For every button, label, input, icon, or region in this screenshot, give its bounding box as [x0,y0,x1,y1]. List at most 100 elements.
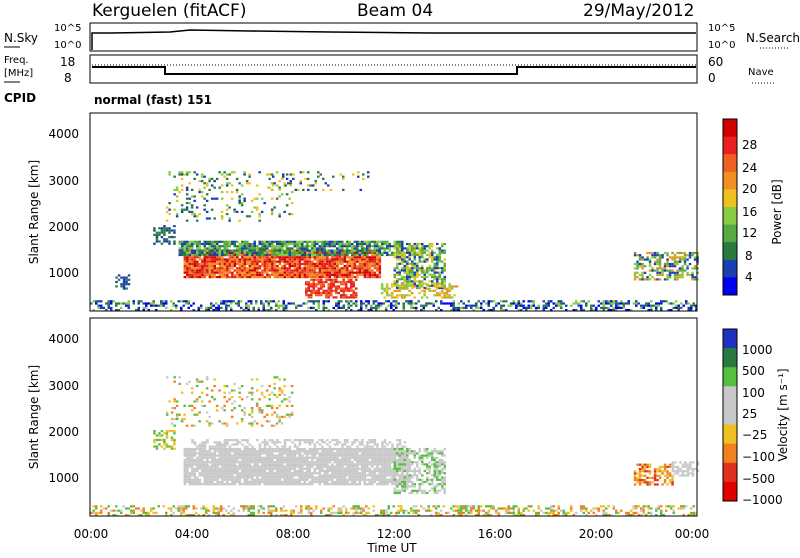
power-cell [335,279,338,281]
power-cell [176,213,179,215]
power-cell [251,265,254,267]
power-cell [399,254,402,256]
velocity-cell [381,457,384,459]
power-cell [186,269,189,271]
power-cell [184,241,187,243]
velocity-cell [249,481,252,483]
power-cell [314,265,317,267]
power-cell [206,261,209,263]
power-cell [226,247,229,249]
velocity-cell [256,483,259,485]
velocity-cell [600,505,603,507]
power-cell [221,241,224,243]
power-cell [219,276,222,278]
power-cell [468,305,471,307]
velocity-cell [211,481,214,483]
power-cell [233,209,236,211]
velocity-cell [344,455,347,457]
power-cell [366,274,369,276]
power-cell [356,269,359,271]
power-cell [439,278,442,280]
power-cell [318,288,321,290]
power-cell [314,241,317,243]
power-cell [291,269,294,271]
power-cell [343,279,346,281]
power-cell [249,263,252,265]
velocity-cell [344,483,347,485]
velocity-cell [289,468,292,470]
power-cell [421,269,424,271]
power-cell [224,250,227,252]
power-cell [523,307,526,309]
velocity-cell [289,459,292,461]
power-cell [441,278,444,280]
power-cell [266,269,269,271]
velocity-cell [300,507,303,509]
power-cell [341,252,344,254]
power-cell [184,263,187,265]
velocity-cell [379,481,382,483]
power-cell [693,302,696,304]
power-cell [446,290,449,292]
power-cell [189,250,192,252]
velocity-cell [344,448,347,450]
power-cell [209,265,212,267]
power-cell [438,307,441,309]
power-cell [261,274,264,276]
velocity-cell [321,479,324,481]
velocity-cell [180,512,183,514]
power-cell [166,227,169,229]
velocity-cell [170,507,173,509]
velocity-cell [423,507,426,509]
power-cell [236,191,239,193]
power-cell [389,254,392,256]
velocity-cell [381,477,384,479]
power-cell [431,254,434,256]
power-cell [156,232,159,234]
velocity-cell [218,512,221,514]
power-cell [196,220,199,222]
power-cell [409,252,412,254]
power-cell [659,265,662,267]
velocity-cell [199,455,202,457]
power-cell [350,285,353,287]
velocity-cell [379,477,382,479]
power-cell [179,254,182,256]
power-cell [448,285,451,287]
velocity-cell [374,470,377,472]
power-cell [431,283,434,285]
velocity-cell [384,455,387,457]
power-cell [391,296,394,298]
power-cell [465,305,468,307]
power-cell [196,267,199,269]
power-cell [361,250,364,252]
velocity-cell [261,477,264,479]
velocity-cell [326,474,329,476]
power-cell [264,276,267,278]
velocity-cell [209,448,212,450]
power-cell [354,252,357,254]
power-cell [661,270,664,272]
power-cell [533,300,536,302]
velocity-cell [239,457,242,459]
power-cell [188,300,191,302]
power-cell [656,261,659,263]
velocity-cell [266,479,269,481]
power-cell [545,305,548,307]
power-cell [229,276,232,278]
power-cell [241,269,244,271]
power-colorbar-cell [723,242,737,260]
power-cell [515,307,518,309]
velocity-cell [279,450,282,452]
power-cell [278,305,281,307]
nave-tick-top: 60 [708,55,723,69]
power-cell [670,302,673,304]
power-cell [183,300,186,302]
velocity-cell [284,472,287,474]
power-cell [201,272,204,274]
velocity-cell [259,455,262,457]
power-cell [241,254,244,256]
power-cell [179,247,182,249]
velocity-cell [269,479,272,481]
velocity-cell [281,481,284,483]
